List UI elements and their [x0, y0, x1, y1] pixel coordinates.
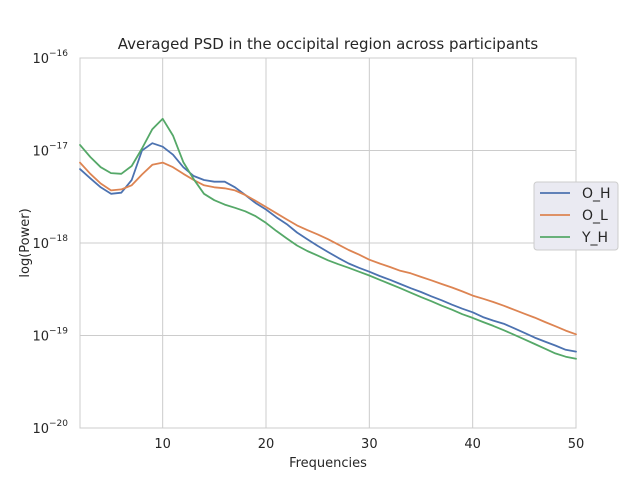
x-axis-ticks: 10 20 30 40 50 — [154, 437, 584, 452]
y-tick-label: 10−17 — [32, 142, 68, 160]
y-tick-label: 10−16 — [32, 49, 68, 67]
x-tick-label: 30 — [361, 437, 378, 452]
y-tick-label: 10−20 — [32, 419, 68, 437]
grid-lines — [80, 57, 577, 429]
legend: O_H O_L Y_H — [533, 181, 619, 251]
y-axis-ticks: 10−20 10−19 10−18 10−17 10−16 — [32, 49, 68, 437]
legend-label: O_H — [582, 186, 611, 202]
series-line-y-h — [79, 117, 577, 360]
series-line-o-l — [79, 161, 577, 336]
x-tick-label: 40 — [464, 437, 481, 452]
legend-label: O_L — [582, 208, 608, 224]
x-tick-label: 10 — [154, 437, 171, 452]
chart-title: Averaged PSD in the occipital region acr… — [118, 35, 539, 53]
y-axis-label: log(Power) — [18, 208, 33, 277]
series-lines — [79, 117, 577, 360]
legend-label: Y_H — [581, 230, 608, 246]
legend-frame — [533, 181, 619, 251]
y-tick-label: 10−19 — [32, 327, 68, 345]
x-tick-label: 20 — [258, 437, 275, 452]
series-line-o-h — [79, 142, 577, 353]
x-tick-label: 50 — [568, 437, 585, 452]
x-axis-label: Frequencies — [289, 456, 367, 471]
y-tick-label: 10−18 — [32, 234, 68, 252]
